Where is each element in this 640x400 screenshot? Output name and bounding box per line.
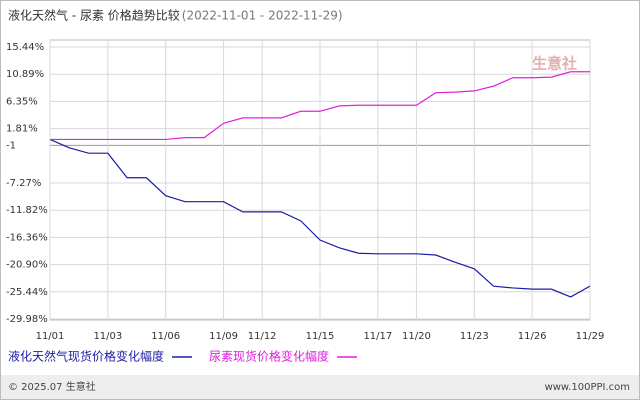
y-tick-label: 10.89% (6, 69, 44, 80)
y-tick-label: 6.35% (6, 96, 38, 107)
x-tick-label: 11/26 (518, 331, 547, 342)
footer-left: © 2025.07 生意社 (8, 380, 96, 393)
y-tick-label: -11.82% (6, 205, 48, 216)
y-tick-label: -16.36% (6, 232, 48, 243)
x-tick-label: 11/20 (402, 331, 431, 342)
x-tick-label: 11/17 (363, 331, 392, 342)
chart-subtitle: (2022-11-01 - 2022-11-29) (182, 9, 343, 23)
legend-label: 尿素现货价格变化幅度 (209, 349, 329, 364)
y-tick-label: 15.44% (6, 42, 44, 53)
legend-label: 液化天然气现货价格变化幅度 (8, 349, 164, 364)
footer-right: www.100PPI.com (545, 382, 630, 393)
y-tick-label: -7.27% (6, 178, 41, 189)
y-tick-label: -20.90% (6, 260, 48, 271)
y-tick-label: -1 (6, 140, 16, 151)
watermark: 生意社 (532, 55, 577, 73)
x-tick-label: 11/29 (576, 331, 605, 342)
y-tick-label: -25.44% (6, 287, 48, 298)
series-line (49, 138, 591, 298)
x-tick-label: 11/01 (36, 331, 65, 342)
y-tick-label: -29.98% (6, 314, 48, 325)
x-tick-label: 11/06 (151, 331, 180, 342)
x-tick-label: 11/15 (306, 331, 335, 342)
x-tick-label: 11/03 (93, 331, 122, 342)
chart-title: 液化天然气 - 尿素 价格趋势比较 (8, 8, 180, 23)
y-tick-label: 1.81% (6, 124, 38, 135)
x-tick-label: 11/09 (209, 331, 238, 342)
series-line (50, 71, 590, 141)
footer-band (1, 375, 639, 399)
x-tick-label: 11/23 (460, 331, 489, 342)
x-tick-label: 11/12 (248, 331, 277, 342)
